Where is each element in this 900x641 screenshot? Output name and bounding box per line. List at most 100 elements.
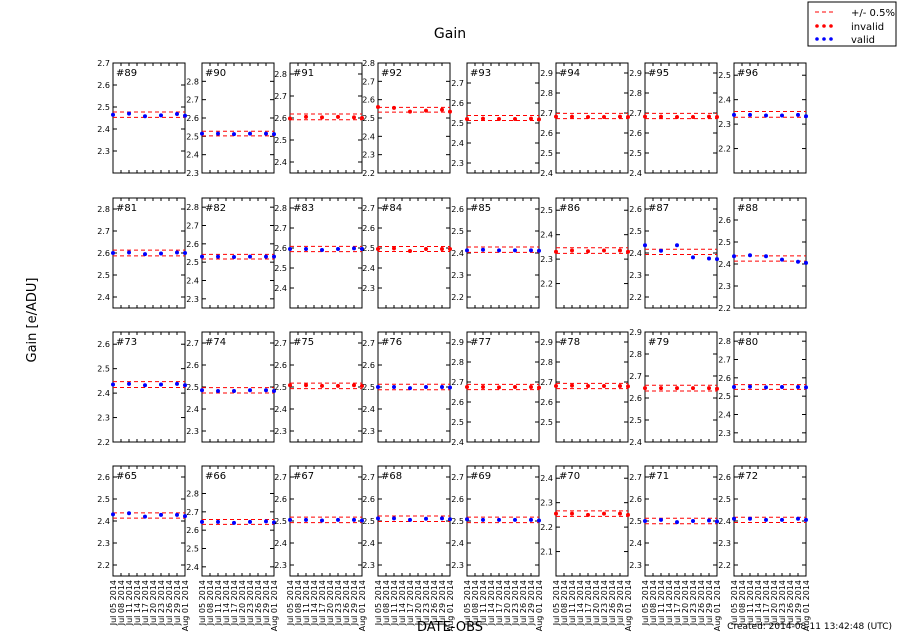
y-tick-label: 2.4 [186,151,199,160]
data-point [264,519,268,524]
y-tick-label: 2.3 [718,429,731,438]
data-point [392,385,396,389]
y-tick-label: 2.8 [451,358,464,367]
data-point [376,385,380,389]
data-point [764,254,768,259]
y-tick-label: 2.4 [540,231,553,240]
y-tick-label: 2.3 [97,539,110,548]
y-tick-label: 2.4 [540,169,553,178]
y-tick-label: 2.3 [274,427,287,436]
panel-frame [644,331,718,443]
data-point [272,388,276,393]
data-point [183,113,187,118]
data-point [200,254,204,259]
data-point [732,254,736,259]
x-tick-label: Jul 17 2014 [318,580,327,626]
x-tick-label: Jul 08 2014 [471,580,480,626]
y-tick-label: 2.6 [362,96,375,105]
x-tick-label: Jul 05 2014 [641,580,650,626]
data-point [602,511,606,516]
data-point [732,516,736,521]
x-tick-label: Jul 23 2014 [689,580,698,626]
panel-frame [644,465,718,577]
y-tick-label: 2.5 [274,136,287,145]
y-tick-label: 2.9 [629,328,642,337]
data-point [586,115,590,119]
panel-89: 2.3 2.4 2.5 2.6 2.7 #89 [97,59,187,174]
y-tick-label: 2.7 [186,222,199,231]
x-tick-label: Jul 11 2014 [125,580,134,626]
y-tick-label: 2.4 [451,249,464,258]
legend-box [807,1,897,47]
data-point [143,252,147,257]
panel-label: #88 [737,203,758,214]
y-tick-label: 2.6 [186,114,199,123]
x-tick-label: Jul 11 2014 [657,580,666,626]
y-tick-label: 2.8 [274,70,287,79]
legend-band-label: +/- 0.5% [851,8,895,19]
x-tick-label: Jul 26 2014 [165,580,174,626]
legend-invalid-marker [815,24,833,28]
data-point [440,516,444,521]
data-point [481,116,485,121]
x-tick-label: Jul 11 2014 [302,580,311,626]
legend: +/- 0.5% invalid valid [807,1,897,47]
data-point [111,382,115,387]
data-point [408,109,412,114]
data-point [159,512,163,517]
y-tick-label: 2.8 [186,77,199,86]
data-point [352,246,356,251]
y-tick-label: 2.5 [186,545,199,554]
y-tick-label: 2.8 [186,490,199,499]
y-tick-label: 2.4 [718,260,731,269]
x-tick-label: Jul 29 2014 [616,580,625,626]
y-tick-label: 2.7 [274,92,287,101]
panel-78: 2.5 2.6 2.7 2.8 2.9 #78 [540,331,630,443]
data-point [392,105,396,110]
x-tick-label: Jul 17 2014 [141,580,150,626]
data-point [448,247,452,251]
x-tick-label: Jul 14 2014 [398,580,407,626]
x-tick-label: Jul 29 2014 [173,580,182,626]
data-point [675,520,679,525]
x-tick-label: Jul 08 2014 [649,580,658,626]
x-tick-label: Jul 05 2014 [730,580,739,626]
y-tick-label: 2.4 [186,277,199,286]
panel-frame [733,197,807,309]
data-point [586,384,590,388]
y-tick-label: 2.6 [274,244,287,253]
x-tick-label: Jul 11 2014 [479,580,488,626]
x-tick-label: Jul 14 2014 [222,580,231,626]
panel-label: #95 [648,68,669,79]
x-tick-label: Aug 01 2014 [624,580,633,631]
y-tick-label: 2.3 [362,427,375,436]
x-tick-label: Aug 01 2014 [358,580,367,631]
data-point [780,257,784,262]
y-tick-label: 2.4 [97,125,110,134]
panel-label: #89 [116,68,137,79]
panel-frame [555,331,629,443]
data-point [448,385,452,390]
y-tick-label: 2.6 [97,473,110,482]
y-tick-label: 2.3 [362,561,375,570]
y-tick-label: 2.5 [540,418,553,427]
data-point [465,248,469,253]
y-tick-label: 2.7 [362,77,375,86]
data-point [748,253,752,258]
panel-frame [555,62,629,174]
x-tick-label: Jul 29 2014 [705,580,714,626]
data-point [602,115,606,119]
y-tick-label: 2.5 [274,517,287,526]
y-tick-label: 2.7 [362,473,375,482]
panel-frame [466,331,540,443]
y-tick-label: 2.5 [629,517,642,526]
data-point [408,517,412,522]
y-tick-label: 2.3 [718,282,731,291]
x-tick-label: Jul 23 2014 [600,580,609,626]
data-point [659,248,663,253]
y-tick-label: 2.4 [451,539,464,548]
y-tick-label: 2.7 [274,473,287,482]
x-tick-label: Jul 05 2014 [109,580,118,626]
